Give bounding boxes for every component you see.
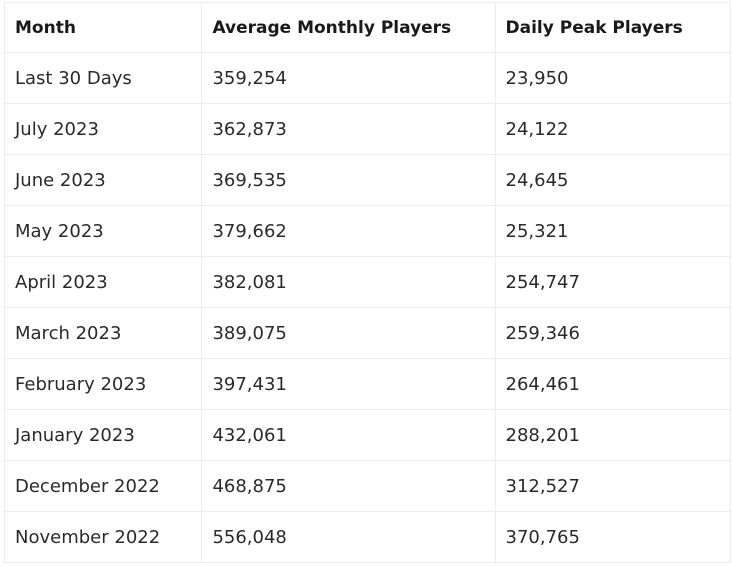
table-row: January 2023 432,061 288,201	[3, 409, 731, 461]
cell-average-monthly-players: 379,662	[201, 205, 496, 257]
cell-month: December 2022	[3, 460, 203, 512]
player-stats-table: Month Average Monthly Players Daily Peak…	[3, 2, 731, 563]
cell-daily-peak-players: 288,201	[494, 409, 731, 461]
cell-average-monthly-players: 397,431	[201, 358, 496, 410]
cell-month: November 2022	[3, 511, 203, 563]
cell-average-monthly-players: 359,254	[201, 52, 496, 104]
cell-daily-peak-players: 25,321	[494, 205, 731, 257]
cell-month: June 2023	[3, 154, 203, 206]
cell-daily-peak-players: 264,461	[494, 358, 731, 410]
table-row: May 2023 379,662 25,321	[3, 205, 731, 257]
cell-daily-peak-players: 23,950	[494, 52, 731, 104]
cell-average-monthly-players: 382,081	[201, 256, 496, 308]
table-row: Last 30 Days 359,254 23,950	[3, 52, 731, 104]
cell-daily-peak-players: 259,346	[494, 307, 731, 359]
header-daily-peak-players: Daily Peak Players	[494, 2, 731, 53]
table-header-row: Month Average Monthly Players Daily Peak…	[3, 2, 731, 53]
cell-month: March 2023	[3, 307, 203, 359]
table-row: June 2023 369,535 24,645	[3, 154, 731, 206]
cell-month: February 2023	[3, 358, 203, 410]
cell-average-monthly-players: 369,535	[201, 154, 496, 206]
cell-month: May 2023	[3, 205, 203, 257]
cell-month: July 2023	[3, 103, 203, 155]
table-row: December 2022 468,875 312,527	[3, 460, 731, 512]
header-average-monthly-players: Average Monthly Players	[201, 2, 496, 53]
table-row: March 2023 389,075 259,346	[3, 307, 731, 359]
cell-daily-peak-players: 24,122	[494, 103, 731, 155]
cell-month: January 2023	[3, 409, 203, 461]
cell-daily-peak-players: 24,645	[494, 154, 731, 206]
cell-daily-peak-players: 370,765	[494, 511, 731, 563]
cell-average-monthly-players: 468,875	[201, 460, 496, 512]
table-row: July 2023 362,873 24,122	[3, 103, 731, 155]
cell-average-monthly-players: 432,061	[201, 409, 496, 461]
header-month: Month	[3, 2, 203, 53]
cell-month: April 2023	[3, 256, 203, 308]
cell-daily-peak-players: 254,747	[494, 256, 731, 308]
cell-average-monthly-players: 389,075	[201, 307, 496, 359]
table-row: February 2023 397,431 264,461	[3, 358, 731, 410]
cell-month: Last 30 Days	[3, 52, 203, 104]
cell-average-monthly-players: 556,048	[201, 511, 496, 563]
table-row: November 2022 556,048 370,765	[3, 511, 731, 563]
cell-average-monthly-players: 362,873	[201, 103, 496, 155]
table-row: April 2023 382,081 254,747	[3, 256, 731, 308]
cell-daily-peak-players: 312,527	[494, 460, 731, 512]
